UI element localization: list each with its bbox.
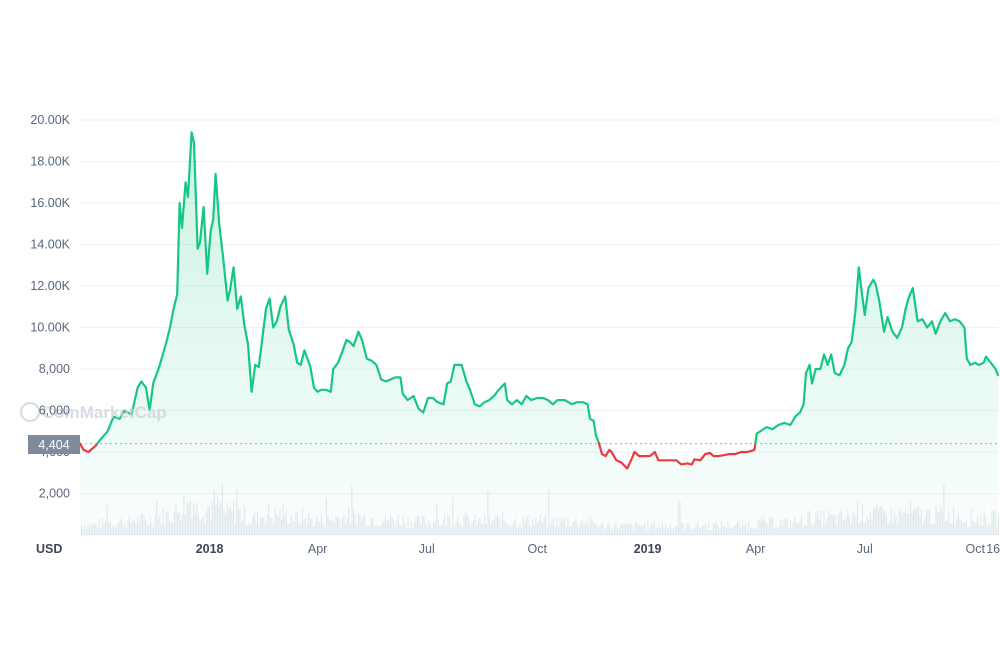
price-line-down: [597, 442, 757, 470]
y-tick-label: 2,000: [39, 487, 70, 501]
x-tick-label: Apr: [746, 542, 765, 556]
y-tick-label: 8,000: [39, 362, 70, 376]
x-tick-label: 2018: [196, 542, 224, 556]
x-tick-label: Oct: [965, 542, 985, 556]
currency-label: USD: [36, 542, 62, 556]
y-tick-label: 16.00K: [30, 196, 70, 210]
watermark: CoinMarketCap: [19, 401, 167, 423]
y-tick-label: 10.00K: [30, 321, 70, 335]
price-line-up: [754, 266, 1000, 445]
x-tick-label: Jul: [419, 542, 435, 556]
x-tick-label: Apr: [308, 542, 327, 556]
price-line-down: [78, 442, 99, 454]
y-tick-label: 20.00K: [30, 113, 70, 127]
y-tick-label: 12.00K: [30, 279, 70, 293]
price-area-fill: [80, 132, 998, 535]
y-tick-label: 14.00K: [30, 238, 70, 252]
watermark-text: CoinMarketCap: [42, 403, 167, 422]
reference-value-label: 4,404: [38, 438, 69, 452]
price-area: [80, 132, 998, 535]
y-tick-label: 6,000: [39, 404, 70, 418]
x-tick-label: Jul: [857, 542, 873, 556]
price-lines: [78, 131, 1000, 470]
x-tick-label: 16: [986, 542, 1000, 556]
price-line-up: [96, 131, 601, 445]
x-tick-label: Oct: [527, 542, 547, 556]
x-axis-ticks: 2018 Apr Jul Oct 2019 Apr Jul Oct 16: [196, 542, 1000, 556]
y-tick-label: 18.00K: [30, 155, 70, 169]
reference-value-bg: [28, 435, 80, 454]
x-tick-label: 2019: [634, 542, 662, 556]
coinmarketcap-logo-icon: [19, 401, 41, 423]
volume-bar: [997, 513, 999, 535]
reference-value-box: 4,404: [28, 435, 80, 454]
